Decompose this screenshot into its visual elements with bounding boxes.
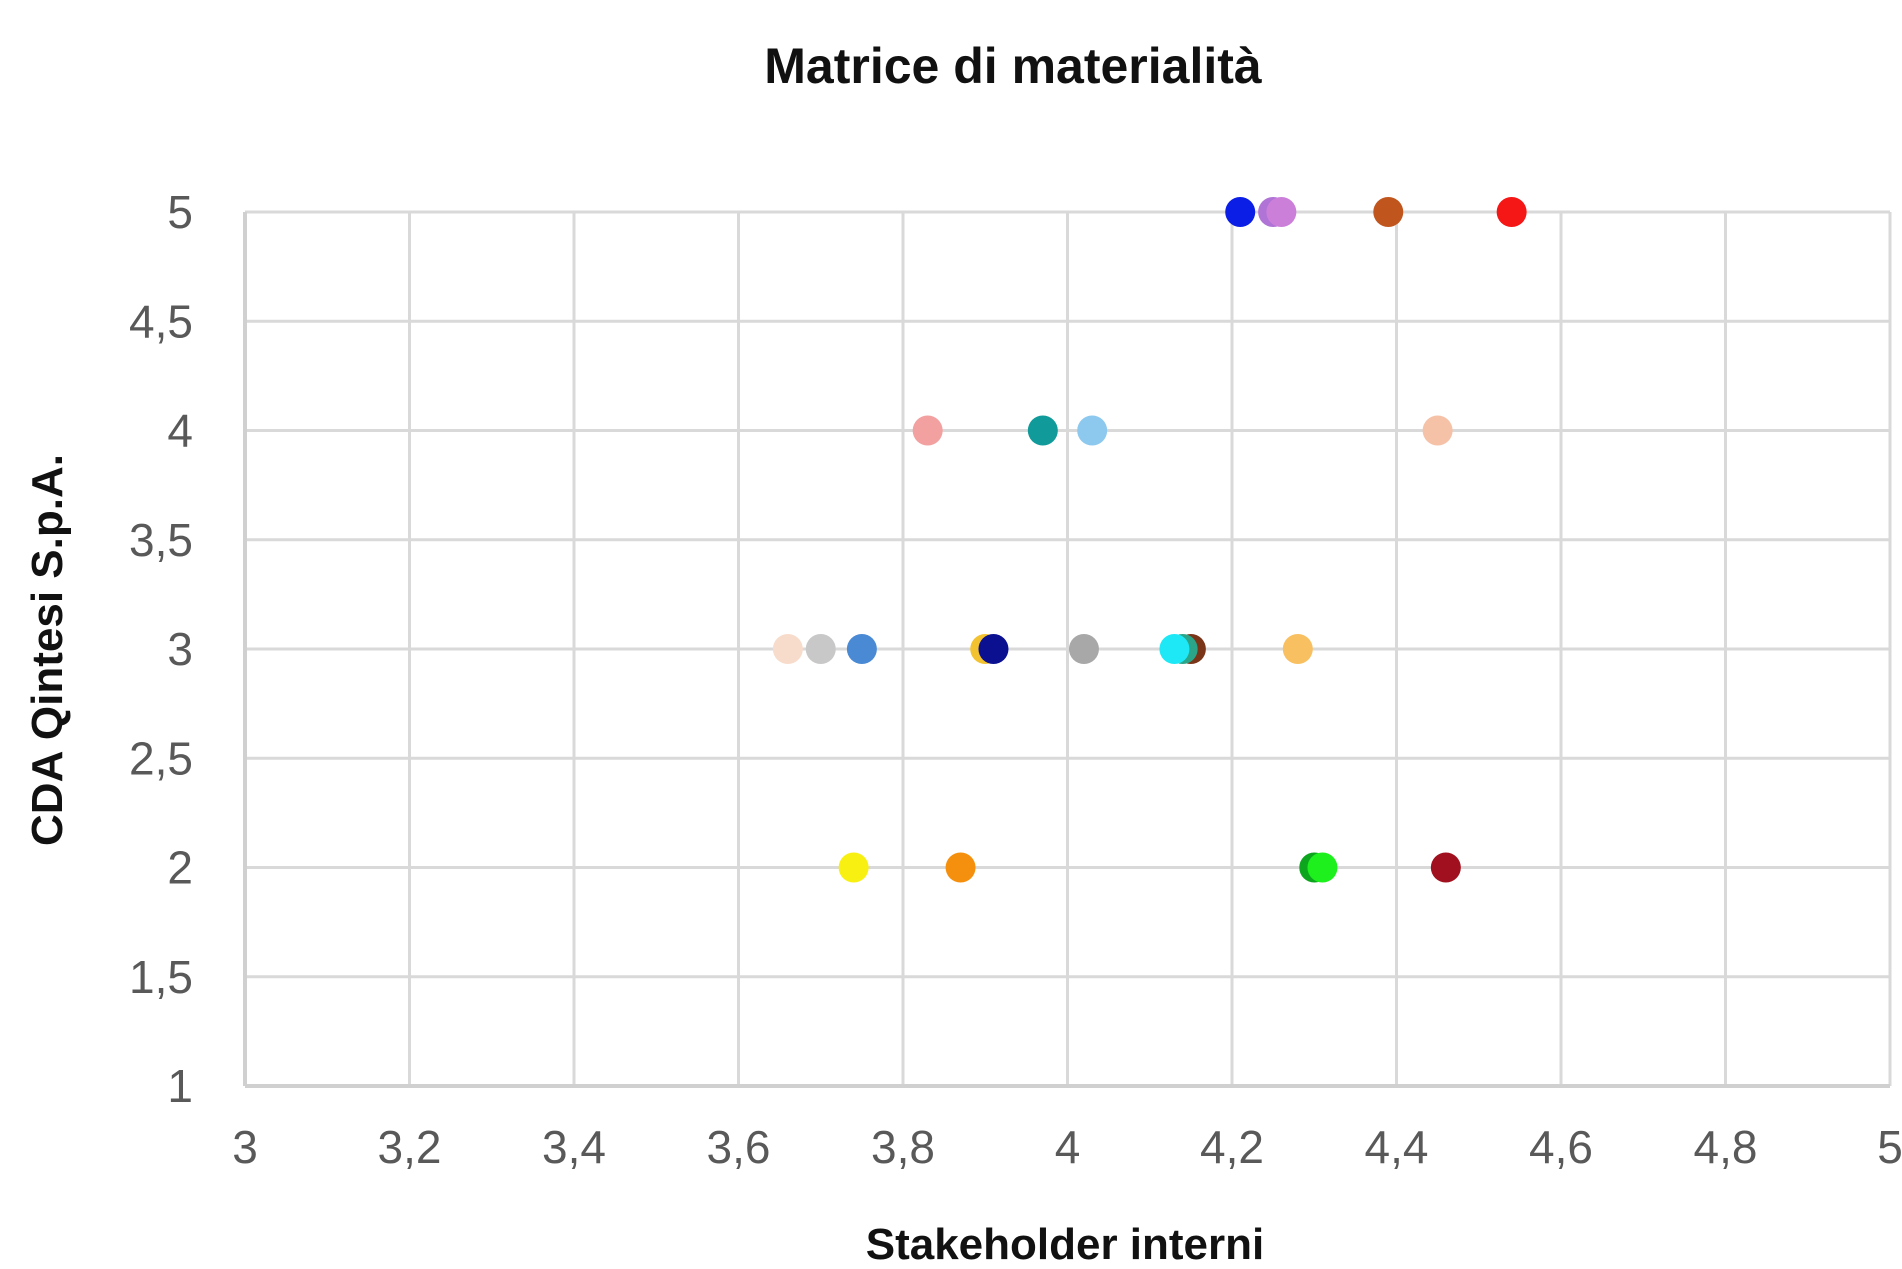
y-tick-label: 4	[167, 405, 193, 457]
x-tick-label: 4,4	[1365, 1121, 1429, 1173]
x-axis-ticks: 3 3,2 3,4 3,6 3,8 4 4,2 4,4 4,6 4,8 5	[232, 1121, 1902, 1173]
y-axis-title: CDA Qintesi S.p.A.	[23, 454, 72, 846]
x-tick-label: 3	[232, 1121, 258, 1173]
x-tick-label: 5	[1877, 1121, 1902, 1173]
y-tick-label: 4,5	[129, 295, 193, 347]
data-point	[978, 634, 1009, 664]
data-point	[805, 634, 836, 664]
x-tick-label: 4,6	[1529, 1121, 1593, 1173]
data-point	[1282, 634, 1313, 664]
grid	[243, 210, 1892, 1088]
data-point	[772, 634, 803, 664]
x-tick-label: 3,2	[378, 1121, 442, 1173]
x-tick-label: 4,8	[1694, 1121, 1758, 1173]
data-point	[1077, 415, 1108, 446]
data-point	[1373, 197, 1404, 227]
x-tick-label: 3,6	[707, 1121, 771, 1173]
y-tick-label: 3,5	[129, 514, 193, 566]
y-tick-label: 2	[167, 842, 193, 894]
y-tick-label: 1,5	[129, 951, 193, 1003]
data-point	[1068, 634, 1099, 664]
data-points	[772, 197, 1527, 883]
y-axis-ticks: 1 1,5 2 2,5 3 3,5 4 4,5 5	[129, 186, 193, 1112]
x-tick-label: 3,4	[542, 1121, 606, 1173]
x-tick-label: 4	[1055, 1121, 1081, 1173]
data-point	[1422, 415, 1453, 446]
data-point	[1266, 197, 1297, 227]
x-axis-title: Stakeholder interni	[866, 1220, 1265, 1264]
data-point	[1027, 415, 1058, 446]
data-point	[1496, 197, 1527, 227]
data-point	[1225, 197, 1256, 227]
y-tick-label: 5	[167, 186, 193, 238]
data-point	[1307, 852, 1338, 883]
data-point	[1430, 852, 1461, 883]
x-tick-label: 3,8	[871, 1121, 935, 1173]
data-point	[945, 852, 976, 883]
y-tick-label: 2,5	[129, 732, 193, 784]
data-point	[846, 634, 877, 664]
x-tick-label: 4,2	[1200, 1121, 1264, 1173]
y-tick-label: 3	[167, 623, 193, 675]
data-point	[838, 852, 869, 883]
chart-title: Matrice di materialità	[764, 38, 1262, 94]
y-tick-label: 1	[167, 1060, 193, 1112]
axes	[243, 212, 1890, 1088]
data-point	[912, 415, 943, 446]
data-point	[1159, 634, 1190, 664]
